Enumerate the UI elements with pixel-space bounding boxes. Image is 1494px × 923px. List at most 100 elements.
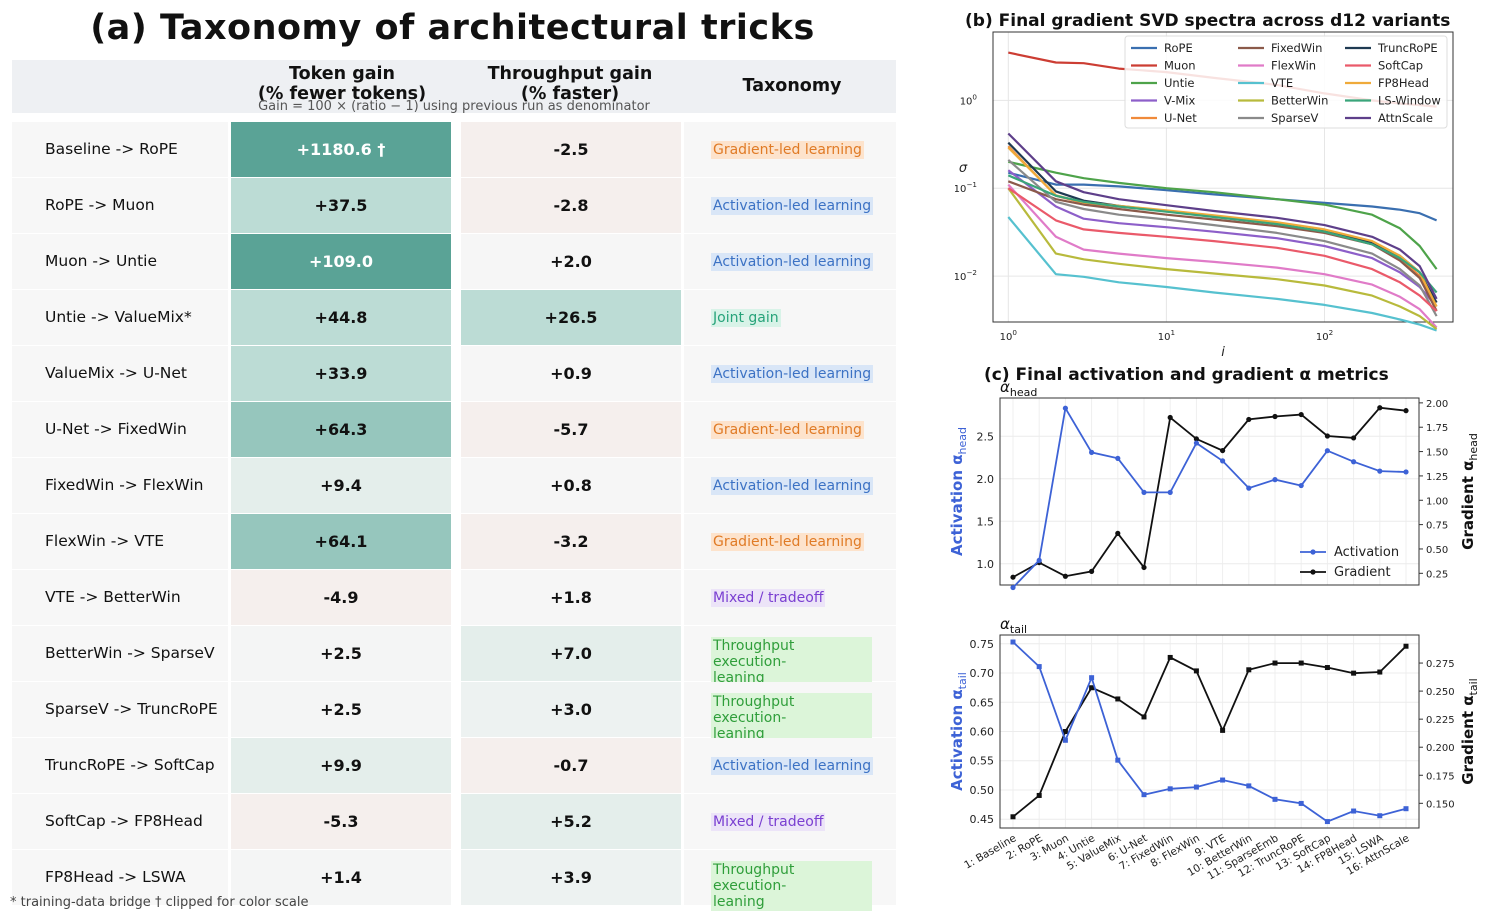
- throughput-gain-cell: -0.7: [461, 738, 681, 793]
- activation-point: [1036, 557, 1042, 563]
- token-gain-cell: +33.9: [231, 346, 451, 401]
- activation-point: [1403, 469, 1409, 475]
- gain-formula-note: Gain = 100 × (ratio − 1) using previous …: [258, 99, 650, 114]
- x-tick-label: 100: [1000, 328, 1018, 343]
- alpha-metrics-chart: (c) Final activation and gradient α metr…: [948, 365, 1480, 882]
- taxonomy-tag: Joint gain: [711, 309, 781, 327]
- panel-c-title: (c) Final activation and gradient α metr…: [984, 365, 1389, 385]
- table-footnote: * training-data bridge † clipped for col…: [10, 895, 309, 910]
- activation-point: [1062, 405, 1068, 411]
- activation-point: [1193, 440, 1199, 446]
- gradient-point: [1115, 530, 1121, 536]
- legend-label: VTE: [1271, 76, 1293, 90]
- transition-label: RoPE -> Muon: [12, 178, 228, 233]
- legend-label: FixedWin: [1271, 41, 1322, 55]
- taxonomy-cell: Throughput execution- leaning: [684, 850, 896, 911]
- panel-a-title: (a) Taxonomy of architectural tricks: [90, 8, 815, 48]
- alpha-legend: Activation Gradient: [1300, 545, 1399, 580]
- legend-label: Untie: [1164, 76, 1195, 90]
- gradient-point: [1010, 814, 1016, 820]
- left-tick-label: 0.60: [970, 726, 995, 739]
- taxonomy-cell: Activation-led learning: [684, 178, 896, 233]
- gradient-point: [1089, 568, 1095, 574]
- left-tick-label: 2.5: [977, 430, 995, 443]
- activation-point: [1141, 792, 1147, 798]
- left-tick-label: 0.55: [970, 755, 995, 768]
- right-tick-label: 1.25: [1426, 472, 1448, 483]
- activation-point: [1089, 675, 1095, 681]
- token-gain-cell: +2.5: [231, 626, 451, 681]
- activation-point: [1167, 489, 1173, 495]
- gradient-point: [1167, 654, 1173, 660]
- transition-label: VTE -> BetterWin: [12, 570, 228, 625]
- right-axis-label-tail: Gradient αtail: [1459, 678, 1480, 784]
- left-tick-label: 0.50: [970, 784, 995, 797]
- table-row: TruncRoPE -> SoftCap +9.9 -0.7 Activation-l…: [12, 738, 896, 793]
- token-gain-cell: +37.5: [231, 178, 451, 233]
- series-line-v-mix: [1007, 169, 1438, 308]
- taxonomy-tag: Activation-led learning: [711, 197, 874, 215]
- taxonomy-cell: Throughput execution- leaning: [684, 626, 896, 687]
- token-gain-cell: +44.8: [231, 290, 451, 345]
- taxonomy-tag: Throughput execution- leaning: [711, 693, 872, 743]
- activation-point: [1036, 664, 1042, 670]
- activation-point: [1298, 482, 1304, 489]
- left-axis-label-tail: Activation αtail: [948, 672, 969, 791]
- plot-frame: [992, 31, 1454, 323]
- table-row: VTE -> BetterWin -4.9 +1.8 Mixed / tradeoff: [12, 570, 896, 625]
- right-tick-label: 0.275: [1426, 659, 1455, 670]
- left-tick-label: 1.5: [977, 515, 995, 528]
- table-row: Baseline -> RoPE +1180.6 † -2.5 Gradient-le…: [12, 122, 896, 177]
- transition-label: ValueMix -> U-Net: [12, 346, 228, 401]
- right-tick-label: 0.150: [1426, 799, 1455, 810]
- gradient-point: [1403, 643, 1409, 649]
- throughput-gain-cell: +0.8: [461, 458, 681, 513]
- right-tick-label: 0.50: [1426, 545, 1448, 556]
- svd-spectra-chart: (b) Final gradient SVD spectra across d1…: [955, 11, 1454, 360]
- legend-label: V-Mix: [1164, 94, 1195, 108]
- activation-point: [1351, 459, 1357, 465]
- right-tick-label: 1.75: [1426, 423, 1448, 434]
- gradient-point: [1246, 416, 1252, 423]
- left-tick-label: 0.45: [970, 813, 995, 826]
- taxonomy-tag: Gradient-led learning: [711, 421, 864, 439]
- legend-label: U-Net: [1164, 111, 1197, 125]
- activation-point: [1141, 489, 1147, 495]
- throughput-gain-cell: +7.0: [461, 626, 681, 681]
- activation-line-tail: [1012, 641, 1407, 823]
- left-tick-label: 2.0: [977, 473, 995, 486]
- token-gain-cell: +1.4: [231, 850, 451, 905]
- gradient-point: [1272, 413, 1278, 420]
- right-tick-label: 0.25: [1426, 569, 1448, 580]
- activation-point: [1377, 813, 1383, 819]
- taxonomy-cell: Activation-led learning: [684, 346, 896, 401]
- throughput-gain-cell: +2.0: [461, 234, 681, 289]
- activation-point: [1193, 784, 1199, 790]
- throughput-gain-cell: -3.2: [461, 514, 681, 569]
- throughput-gain-cell: +3.9: [461, 850, 681, 905]
- gradient-point: [1351, 435, 1357, 441]
- transition-label: BetterWin -> SparseV: [12, 626, 228, 681]
- subplot-label-head: αhead: [1000, 378, 1037, 399]
- legend-label: TruncRoPE: [1377, 41, 1438, 55]
- transition-label: Untie -> ValueMix*: [12, 290, 228, 345]
- left-tick-label: 0.70: [970, 667, 995, 680]
- activation-point: [1220, 458, 1226, 464]
- right-tick-label: 0.175: [1426, 771, 1455, 782]
- token-gain-cell: +9.9: [231, 738, 451, 793]
- taxonomy-cell: Activation-led learning: [684, 234, 896, 289]
- activation-point: [1351, 808, 1357, 814]
- legend-label: Activation: [1334, 545, 1399, 560]
- activation-point: [1246, 783, 1252, 789]
- taxonomy-table-panel: (a) Taxonomy of architectural tricks Tok…: [10, 8, 896, 911]
- gradient-point: [1036, 792, 1042, 798]
- activation-point: [1115, 455, 1121, 461]
- gradient-line-head: [1012, 406, 1407, 578]
- table-row: SoftCap -> FP8Head -5.3 +5.2 Mixed / tradeo…: [12, 794, 896, 849]
- taxonomy-tag: Activation-led learning: [711, 757, 874, 775]
- token-gain-cell: -4.9: [231, 570, 451, 625]
- gradient-point: [1141, 564, 1147, 571]
- transition-label: FlexWin -> VTE: [12, 514, 228, 569]
- series-line-attnscale: [1007, 132, 1438, 300]
- activation-point: [1220, 777, 1226, 783]
